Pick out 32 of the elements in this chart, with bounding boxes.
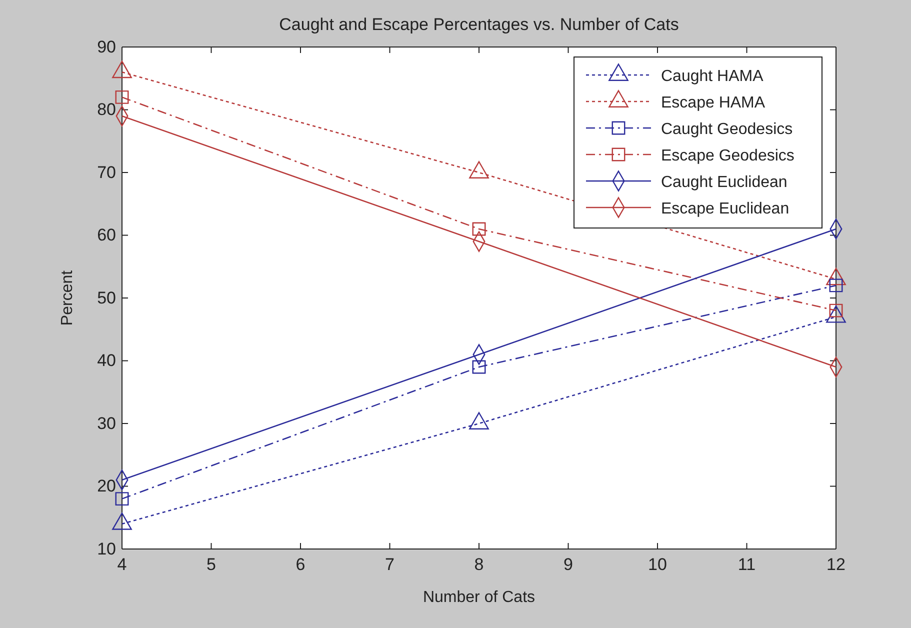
point [115,90,129,104]
x-tick-label: 5 [206,555,216,574]
x-tick-label: 11 [738,555,756,574]
y-tick-label: 70 [97,162,116,182]
y-tick-label: 60 [97,226,116,245]
legend-label: Escape HAMA [661,94,766,112]
legend-label: Caught HAMA [661,68,764,85]
x-tick-label: 4 [117,555,127,574]
point [472,222,486,236]
point [472,360,486,374]
x-tick-label: 9 [564,555,573,574]
legend-label: Escape Geodesics [661,148,794,164]
legend-label: Escape Euclidean [661,200,790,218]
y-axis-title: Percent [59,270,76,326]
legend-label: Caught Geodesics [661,121,793,138]
y-tick-label: 40 [97,351,116,370]
chart-title: Caught and Escape Percentages vs. Number of Cats [279,15,679,34]
x-tick-label: 10 [648,555,667,574]
point [829,278,843,292]
y-tick-label: 30 [97,414,116,433]
y-tick-label: 90 [97,37,116,56]
legend-label: Caught Euclidean [661,174,788,191]
x-tick-label: 6 [296,555,306,574]
y-tick-label: 80 [97,100,116,120]
point [115,492,129,506]
y-tick-label: 50 [97,288,116,308]
x-tick-label: 7 [385,555,394,574]
x-tick-label: 12 [826,555,846,574]
y-tick-label: 20 [97,476,116,496]
x-tick-label: 8 [474,555,484,574]
y-tick-label: 10 [97,539,116,558]
x-axis-title: Number of Cats [422,589,536,606]
